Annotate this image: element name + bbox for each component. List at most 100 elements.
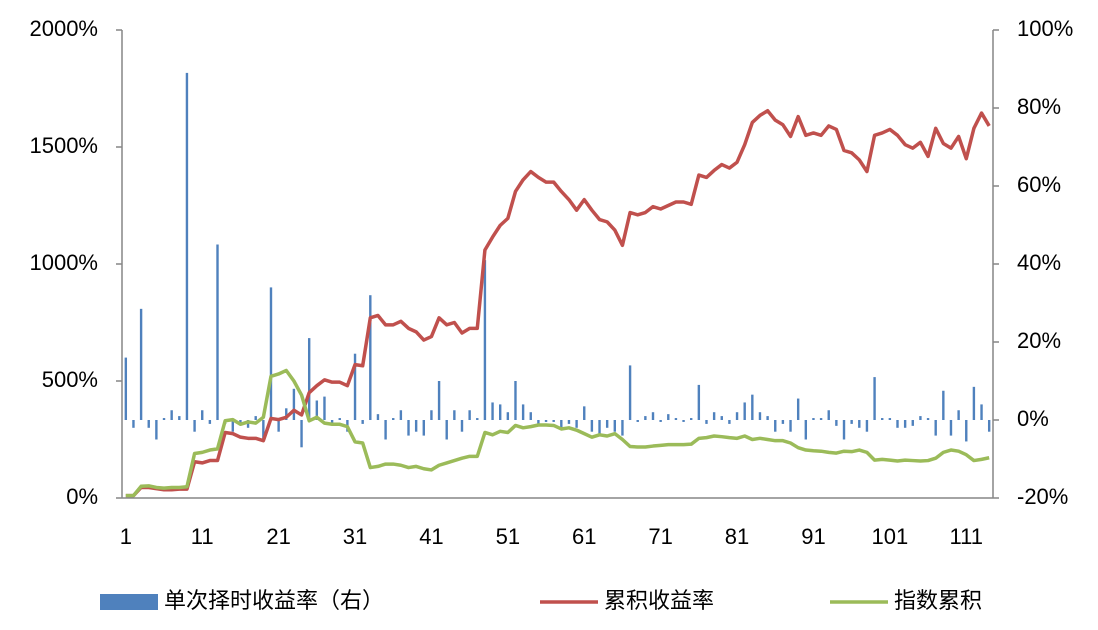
bar bbox=[422, 420, 425, 436]
bar bbox=[468, 410, 471, 420]
bar bbox=[567, 420, 571, 424]
bar bbox=[873, 377, 876, 420]
bar bbox=[575, 420, 578, 428]
bar bbox=[697, 384, 701, 420]
bar bbox=[323, 396, 326, 420]
bar bbox=[300, 420, 303, 448]
bar bbox=[621, 420, 624, 436]
line bbox=[125, 108, 991, 498]
bar bbox=[330, 420, 334, 424]
bar bbox=[376, 414, 380, 420]
x-tick-label: 101 bbox=[871, 524, 908, 549]
bar bbox=[926, 418, 930, 420]
bar bbox=[751, 394, 754, 420]
legend-label: 累积收益率 bbox=[604, 588, 714, 613]
bar bbox=[437, 381, 441, 420]
bar bbox=[162, 418, 166, 420]
bar bbox=[865, 420, 869, 432]
bar bbox=[277, 420, 280, 432]
bar bbox=[155, 420, 158, 440]
y-tick-label: 2000% bbox=[29, 16, 98, 41]
bar bbox=[292, 388, 296, 420]
bar bbox=[491, 402, 494, 420]
bar bbox=[231, 420, 234, 432]
bar bbox=[353, 353, 357, 420]
bar bbox=[506, 412, 510, 420]
bar bbox=[262, 420, 265, 440]
y2-tick-label: 0% bbox=[1017, 406, 1049, 431]
y2-tick-label: 80% bbox=[1017, 94, 1061, 119]
bar bbox=[544, 420, 548, 422]
bar bbox=[498, 404, 502, 420]
bar bbox=[170, 410, 173, 420]
bar bbox=[827, 410, 830, 420]
bar bbox=[881, 418, 884, 420]
bar bbox=[942, 390, 945, 420]
bar bbox=[674, 418, 678, 420]
bar bbox=[483, 260, 487, 420]
bar bbox=[774, 420, 777, 432]
bar bbox=[804, 420, 808, 440]
bar bbox=[269, 287, 273, 420]
bar bbox=[178, 416, 181, 420]
x-tick-label: 21 bbox=[266, 524, 290, 549]
bar bbox=[903, 420, 907, 428]
bar bbox=[705, 420, 708, 424]
legend-label: 指数累积 bbox=[894, 588, 982, 613]
bar bbox=[338, 418, 341, 420]
bar bbox=[972, 386, 976, 420]
bar bbox=[934, 420, 937, 436]
bar bbox=[781, 420, 785, 424]
bar bbox=[529, 412, 532, 420]
bar bbox=[246, 420, 250, 428]
bar bbox=[911, 420, 914, 426]
bar bbox=[453, 410, 456, 420]
bar bbox=[766, 416, 769, 420]
bar bbox=[307, 338, 311, 420]
bar bbox=[888, 418, 892, 420]
bar bbox=[789, 420, 792, 432]
legend-label: 单次择时收益率（右） bbox=[164, 588, 384, 613]
bar bbox=[369, 295, 372, 420]
legend-swatch bbox=[100, 594, 158, 610]
bar bbox=[460, 420, 464, 432]
bar bbox=[690, 418, 693, 420]
bar bbox=[896, 420, 899, 428]
bar bbox=[254, 416, 257, 420]
bar bbox=[208, 420, 212, 424]
bar bbox=[682, 420, 685, 422]
bar bbox=[132, 420, 135, 428]
bar bbox=[987, 420, 991, 432]
bar bbox=[605, 420, 609, 428]
bar bbox=[735, 412, 739, 420]
bar bbox=[216, 244, 219, 420]
bar bbox=[201, 410, 204, 420]
bar bbox=[285, 408, 288, 420]
bar bbox=[842, 420, 846, 440]
bar bbox=[476, 418, 479, 420]
bar bbox=[537, 420, 540, 424]
x-tick-label: 31 bbox=[343, 524, 367, 549]
bar bbox=[598, 420, 601, 436]
y2-tick-label: 60% bbox=[1017, 172, 1061, 197]
bar bbox=[521, 404, 525, 420]
x-tick-label: 61 bbox=[572, 524, 596, 549]
bar bbox=[139, 308, 143, 420]
bar bbox=[430, 410, 433, 420]
bar bbox=[583, 406, 586, 420]
bar bbox=[712, 412, 716, 420]
bar bbox=[758, 412, 762, 420]
bar bbox=[552, 420, 555, 422]
bar bbox=[720, 416, 723, 420]
bar bbox=[812, 418, 815, 420]
bar bbox=[315, 400, 319, 420]
y-tick-label: 500% bbox=[42, 367, 98, 392]
x-tick-label: 81 bbox=[725, 524, 749, 549]
bar bbox=[361, 420, 364, 424]
bar bbox=[743, 402, 746, 420]
x-tick-label: 41 bbox=[419, 524, 443, 549]
bar bbox=[667, 414, 670, 420]
bar bbox=[636, 420, 639, 422]
bar bbox=[957, 410, 960, 420]
